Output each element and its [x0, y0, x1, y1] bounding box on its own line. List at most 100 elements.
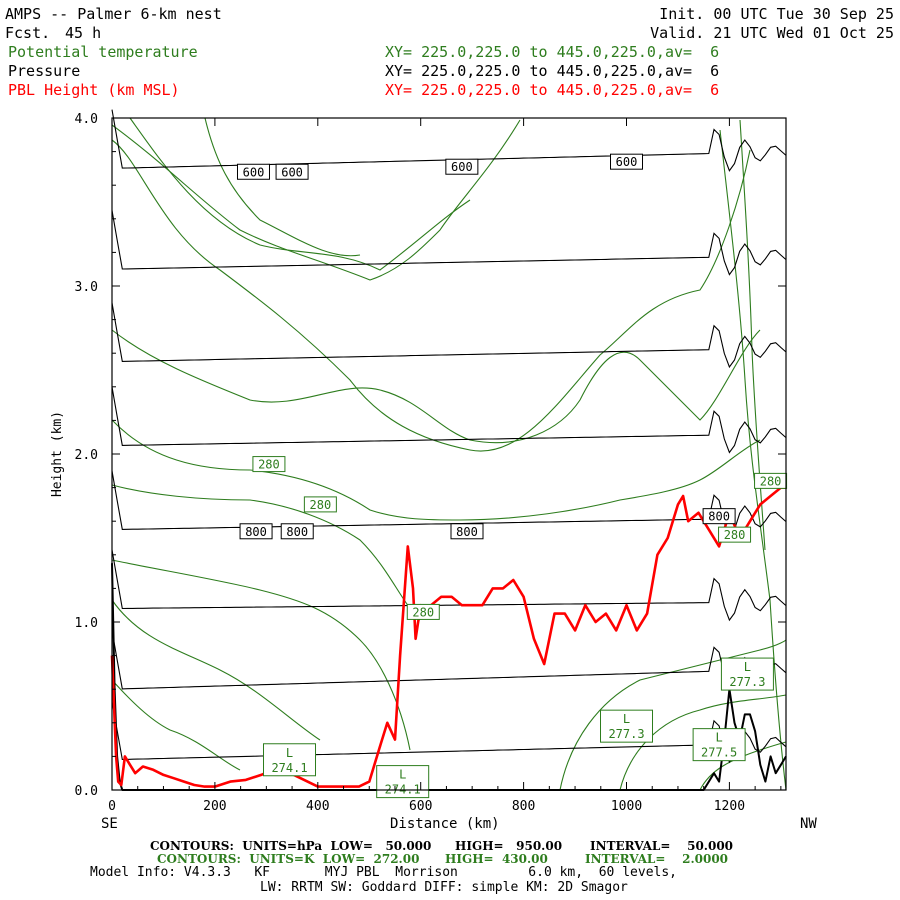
pressure-label: 600 [243, 165, 265, 179]
footer-theta-contours: CONTOURS: UNITS=K LOW= 272.00 [157, 852, 420, 866]
pbl-height-line-path [110, 486, 786, 788]
y-tick-label: 0.0 [75, 784, 98, 799]
right-end-label: NW [800, 816, 817, 832]
pressure-label-box [702, 508, 736, 525]
pressure-label: 600 [451, 160, 473, 174]
pbl-height-line [110, 486, 786, 788]
footer-pressure-high: HIGH= 950.00 [455, 839, 563, 853]
field-theta-name: Potential temperature [8, 43, 198, 61]
axes: 0 200 400 600 800 1000 1200 0.0 1.0 2.0 3.0 4.0 [75, 112, 786, 814]
theta-label-box [303, 496, 337, 513]
theta-low-box [720, 657, 774, 691]
pressure-contour-700 [111, 302, 787, 369]
theta-contour [111, 679, 241, 771]
pressure-label-box [275, 163, 309, 180]
theta-low-value: 277.3 [608, 727, 644, 741]
pressure-label-box [239, 523, 273, 540]
field-pbl-name: PBL Height (km MSL) [8, 81, 180, 99]
x-tick-label: 200 [203, 799, 226, 814]
pressure-label: 600 [616, 155, 638, 169]
y-tick-label: 2.0 [75, 448, 98, 463]
theta-contour [699, 741, 787, 791]
y-tick-label: 4.0 [75, 112, 98, 127]
theta-contour [111, 419, 761, 521]
theta-contour [111, 559, 411, 751]
field-pbl-xy: XY= 225.0,225.0 to 445.0,225.0,av= 6 [385, 81, 720, 99]
theta-low-marker: L [286, 746, 293, 760]
field-pressure-name: Pressure [8, 62, 81, 80]
theta-low-box [692, 728, 746, 762]
theta-low-marker: L [744, 660, 751, 674]
theta-low-value: 274.1 [271, 761, 307, 775]
pressure-label: 800 [456, 525, 478, 539]
theta-contour [719, 129, 787, 791]
theta-contour [111, 119, 521, 281]
init-time: Init. 00 UTC Tue 30 Sep 25 [659, 5, 894, 23]
theta-contour [111, 139, 751, 452]
footer-theta-high: HIGH= 430.00 [445, 852, 548, 866]
y-axis-label: Height (km) [50, 410, 66, 498]
theta-low-marker: L [399, 768, 406, 782]
y-tick-label: 3.0 [75, 280, 98, 295]
footer-theta-interval: INTERVAL= 2.0000 [585, 852, 729, 866]
pressure-contour-950 [111, 700, 787, 764]
theta-label-box [252, 456, 286, 473]
theta-low-marker: L [715, 731, 722, 745]
footer-physics: LW: RRTM SW: Goddard DIFF: simple KM: 2D… [260, 880, 628, 895]
theta-low-box [376, 765, 430, 799]
theta-label-box [718, 526, 752, 543]
pressure-label-box [610, 153, 644, 170]
pressure-label: 600 [281, 165, 303, 179]
x-tick-label: 400 [306, 799, 329, 814]
x-tick-label: 1000 [611, 799, 642, 814]
pressure-label-box [236, 163, 270, 180]
theta-label-box [406, 603, 440, 620]
x-tick-label: 0 [108, 799, 116, 814]
theta-low-value: 277.5 [701, 746, 737, 760]
pressure-contour-750 [111, 386, 787, 454]
field-pressure-xy: XY= 225.0,225.0 to 445.0,225.0,av= 6 [385, 62, 720, 80]
theta-low-marker: L [623, 712, 630, 726]
valid-time: Valid. 21 UTC Wed 01 Oct 25 [650, 24, 894, 42]
theta-low-box [263, 743, 317, 777]
x-tick-label: 800 [512, 799, 535, 814]
pressure-label: 800 [245, 525, 267, 539]
theta-contour [111, 599, 321, 741]
field-theta-xy: XY= 225.0,225.0 to 445.0,225.0,av= 6 [385, 43, 720, 61]
pressure-contour-lines [111, 109, 787, 764]
theta-contour [619, 694, 787, 791]
pressure-label-box [450, 523, 484, 540]
pressure-label: 800 [286, 525, 308, 539]
footer-pressure-contours: CONTOURS: UNITS=hPa LOW= 50.000 [150, 839, 432, 853]
pressure-contour-650 [111, 210, 787, 276]
footer-model-info: Model Info: V4.3.3 KF MYJ PBL Morrison 6… [90, 865, 677, 880]
forecast-hour: 45 h [65, 24, 102, 42]
x-axis-label: Distance (km) [390, 816, 500, 832]
plot-frame [111, 117, 787, 791]
y-tick-label: 1.0 [75, 616, 98, 631]
left-end-label: SE [101, 816, 118, 832]
theta-label: 280 [310, 498, 332, 512]
pressure-label: 800 [708, 510, 730, 524]
theta-label: 280 [412, 605, 434, 619]
pressure-label-box [280, 523, 314, 540]
footer-pressure-interval: INTERVAL= 50.000 [590, 839, 734, 853]
app-title: AMPS -- Palmer 6-km nest [5, 5, 222, 23]
theta-label: 280 [258, 458, 280, 472]
theta-contour-lines [111, 117, 787, 791]
theta-contour [204, 117, 361, 257]
x-tick-label: 600 [409, 799, 432, 814]
theta-contour [111, 329, 761, 444]
pressure-contour-900 [111, 630, 787, 690]
x-tick-label: 1200 [714, 799, 745, 814]
theta-contour [559, 639, 787, 791]
theta-low-box [600, 709, 654, 743]
theta-low-value: 277.3 [729, 675, 765, 689]
theta-label: 280 [724, 528, 746, 542]
pressure-contour-850 [111, 549, 787, 622]
pressure-label-box [445, 158, 479, 175]
theta-contour [111, 484, 421, 621]
theta-contour [129, 117, 471, 271]
